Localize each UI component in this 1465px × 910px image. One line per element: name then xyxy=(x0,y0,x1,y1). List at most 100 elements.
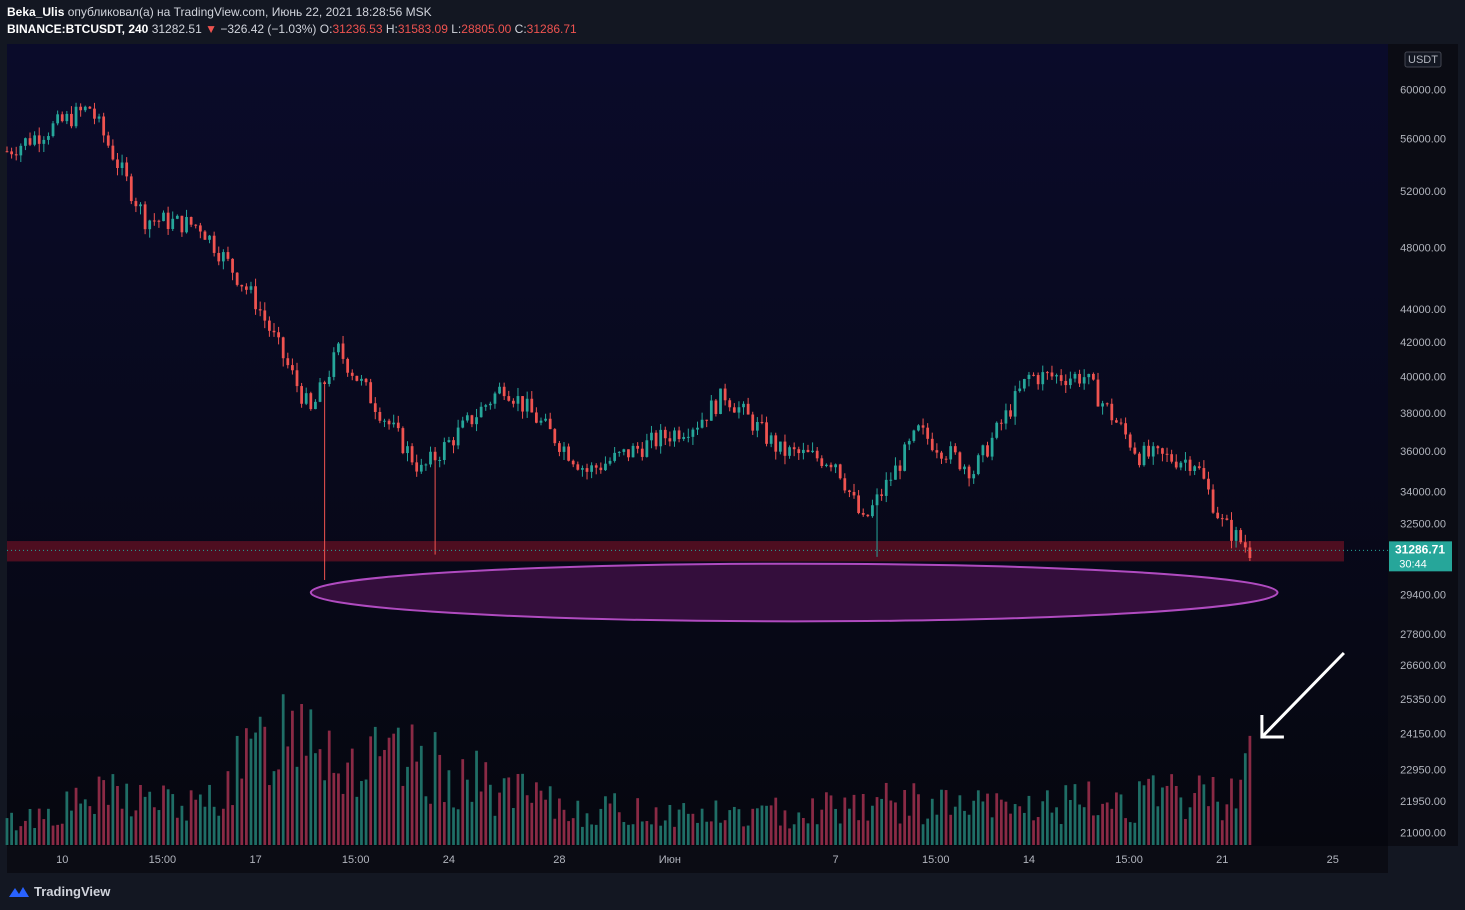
arrow-head xyxy=(1260,715,1284,739)
volume-bar xyxy=(558,798,561,845)
brand-name[interactable]: TradingView xyxy=(34,884,111,899)
x-tick-label: 15:00 xyxy=(1115,854,1143,866)
candle-body xyxy=(1101,403,1104,407)
volume-bar xyxy=(1045,790,1049,845)
candle-body xyxy=(456,427,460,446)
volume-bar xyxy=(433,732,437,845)
candle-body xyxy=(1027,374,1031,380)
volume-bar xyxy=(139,784,142,845)
volume-bar xyxy=(281,694,285,845)
candle-body xyxy=(424,464,428,466)
candle-body xyxy=(5,151,9,153)
candle-body xyxy=(797,449,801,454)
candle-body xyxy=(617,451,621,453)
candle-body xyxy=(949,446,953,460)
volume-bar xyxy=(360,781,363,845)
candle-body xyxy=(111,145,115,160)
y-tick-label: 26600.00 xyxy=(1400,660,1446,672)
volume-bar xyxy=(235,735,239,845)
volume-bar xyxy=(516,773,520,845)
candle-body xyxy=(502,386,506,397)
candle-body xyxy=(327,376,331,385)
candle-body xyxy=(318,382,322,402)
plot-area[interactable] xyxy=(7,44,1388,846)
volume-bar xyxy=(157,810,161,845)
volume-bar xyxy=(631,824,635,845)
price-axis[interactable] xyxy=(1388,44,1458,846)
volume-bar xyxy=(861,793,865,845)
volume-bar xyxy=(880,798,884,845)
volume-bar xyxy=(249,738,253,845)
candle-body xyxy=(295,370,299,387)
symbol-label[interactable]: BINANCE:BTCUSDT, 240 xyxy=(7,22,149,36)
volume-bar xyxy=(1207,806,1210,845)
volume-bar xyxy=(1101,803,1104,845)
y-tick-label: 27800.00 xyxy=(1400,629,1446,641)
volume-bar xyxy=(1248,735,1252,845)
candle-body xyxy=(277,332,280,338)
candle-body xyxy=(608,460,612,464)
volume-bar xyxy=(1068,800,1072,845)
volume-bar xyxy=(295,766,299,845)
candles xyxy=(5,102,1252,581)
published-text: опубликовал(а) на TradingView.com, Июнь … xyxy=(67,5,432,19)
candle-body xyxy=(175,215,179,219)
candle-body xyxy=(1036,375,1040,385)
chart-header: Beka_Ulis опубликовал(а) на TradingView.… xyxy=(0,0,1465,42)
support-zone xyxy=(7,541,1344,562)
volume-bar xyxy=(728,810,732,845)
volume-bar xyxy=(742,826,745,845)
candle-body xyxy=(429,451,432,465)
author-name[interactable]: Beka_Ulis xyxy=(7,5,65,19)
candle-body xyxy=(1170,454,1174,462)
candle-body xyxy=(930,438,934,451)
volume-bar xyxy=(461,759,465,845)
volume-bar xyxy=(60,823,64,845)
volume-bar xyxy=(843,797,847,845)
candle-body xyxy=(14,154,18,156)
volume-bar xyxy=(1133,822,1137,845)
volume-bar xyxy=(240,778,244,845)
candle-body xyxy=(516,396,520,404)
volume-bar xyxy=(871,805,874,845)
volume-bar xyxy=(102,780,106,845)
candle-body xyxy=(967,466,971,479)
volume-bar xyxy=(470,801,474,845)
volume-bar xyxy=(636,798,640,845)
volume-bar xyxy=(373,726,377,845)
volume-bar xyxy=(429,803,432,845)
volume-bar xyxy=(1082,807,1086,845)
candle-body xyxy=(696,427,699,430)
volume-bar xyxy=(958,795,962,845)
volume-bar xyxy=(953,806,957,845)
tradingview-logo-icon[interactable] xyxy=(8,883,30,901)
volume-bar xyxy=(1202,784,1206,845)
y-tick-label: 56000.00 xyxy=(1400,133,1446,145)
candle-body xyxy=(286,358,290,366)
volume-bar xyxy=(788,828,791,845)
publish-line: Beka_Ulis опубликовал(а) на TradingView.… xyxy=(7,5,432,19)
volume-bar xyxy=(613,793,617,845)
x-tick-label: 24 xyxy=(443,854,455,866)
volume-bar xyxy=(999,799,1003,845)
volume-bar xyxy=(1188,807,1192,845)
volume-bar xyxy=(1124,818,1127,845)
volume-bar xyxy=(484,762,488,845)
volume-bar xyxy=(774,797,778,845)
time-axis[interactable] xyxy=(7,846,1388,873)
price-chart[interactable]: 60000.00 56000.00 52000.00 48000.00 44000.00… xyxy=(0,0,1465,874)
volume-bar xyxy=(387,737,391,845)
candle-body xyxy=(627,449,630,458)
candle-body xyxy=(884,479,888,496)
candle-body xyxy=(530,398,534,413)
candle-body xyxy=(594,465,598,468)
candle-body xyxy=(907,440,911,445)
volume-bar xyxy=(604,796,607,845)
volume-bar xyxy=(571,818,575,845)
candle-body xyxy=(373,403,377,412)
y-tick-label: 60000.00 xyxy=(1400,85,1446,97)
candle-body xyxy=(60,114,64,122)
candle-body xyxy=(976,455,980,475)
x-tick-label: 25 xyxy=(1327,854,1339,866)
candle-body xyxy=(742,403,745,408)
